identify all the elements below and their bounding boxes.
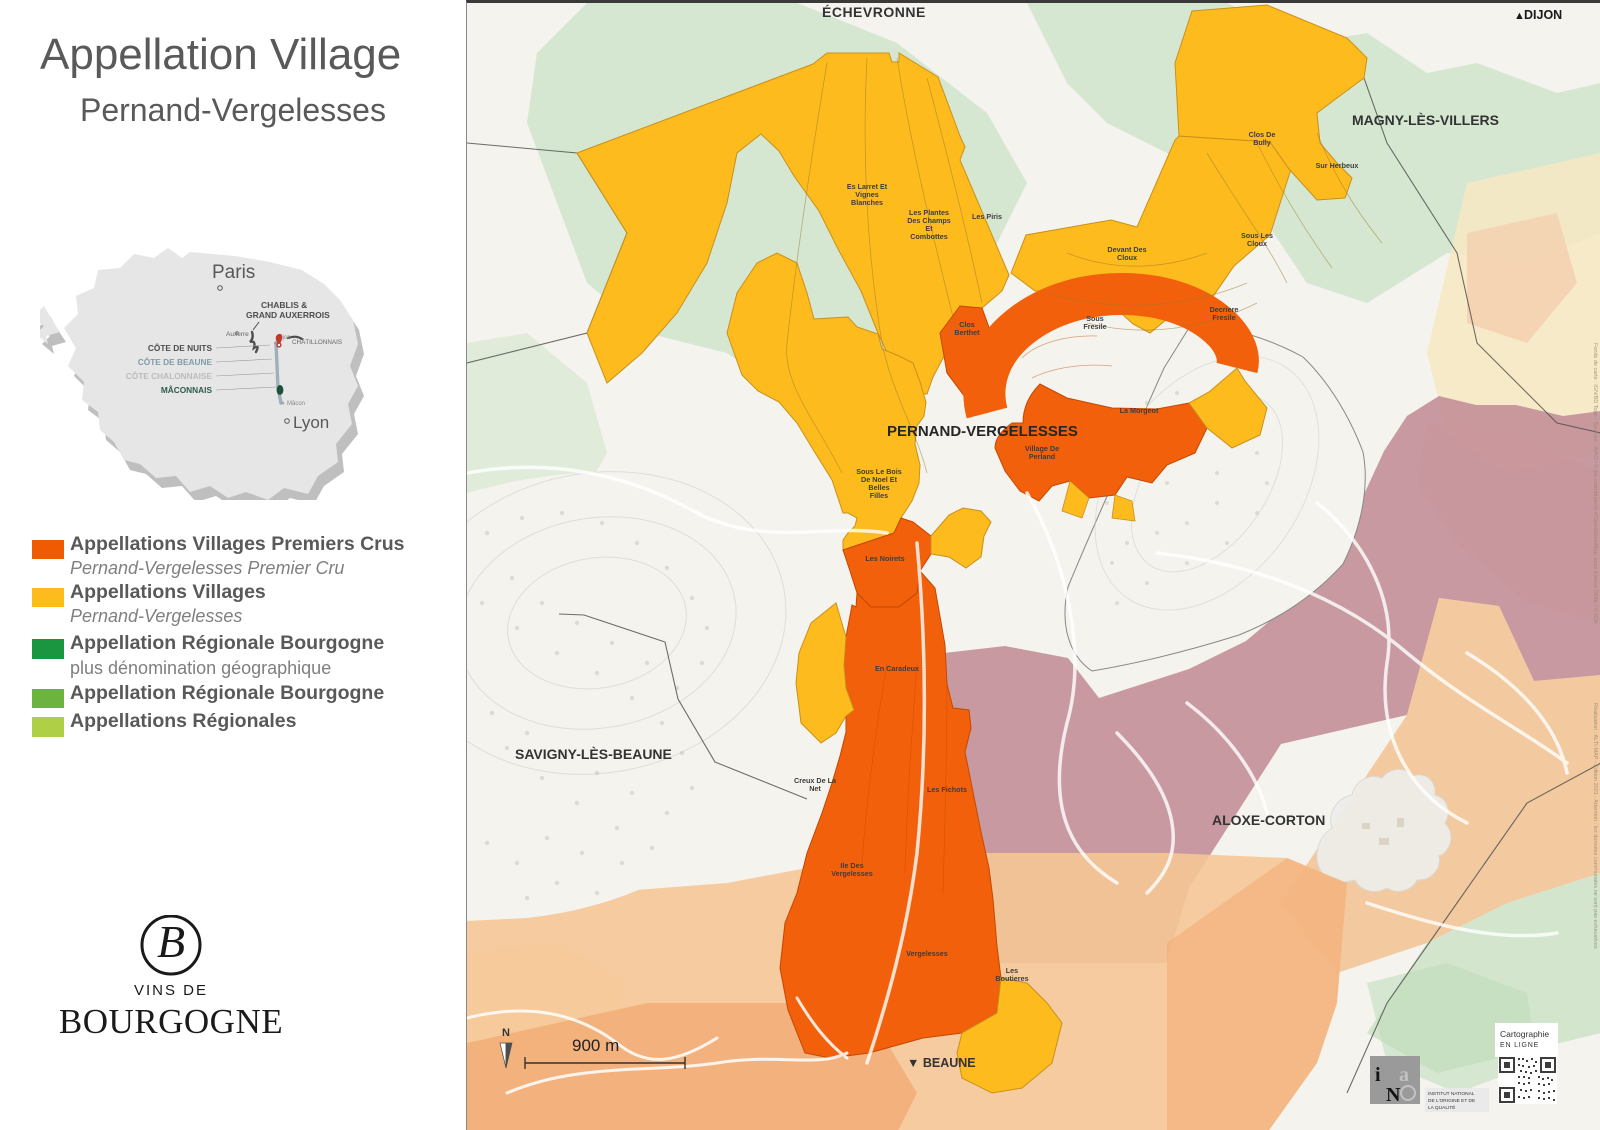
svg-text:▲: ▲ [1514,10,1525,22]
svg-text:900 m: 900 m [572,1036,619,1055]
svg-text:Vergelesses: Vergelesses [831,869,873,878]
svg-text:La Morgeot: La Morgeot [1120,406,1159,415]
svg-text:CÔTE DE BEAUNE: CÔTE DE BEAUNE [138,356,213,367]
svg-text:Boutieres: Boutieres [995,974,1028,983]
svg-text:CHÂTILLONNAIS: CHÂTILLONNAIS [292,337,342,346]
svg-text:MÂCONNAIS: MÂCONNAIS [161,384,213,395]
svg-text:DIJON: DIJON [1524,8,1562,22]
svg-text:Vergelesses: Vergelesses [906,949,948,958]
svg-text:ALOXE-CORTON: ALOXE-CORTON [1212,812,1325,828]
svg-text:B: B [157,916,185,967]
svg-text:Paris: Paris [212,262,255,283]
svg-text:i: i [1375,1064,1381,1086]
svg-text:Fresile: Fresile [1212,313,1235,322]
svg-text:N: N [1386,1084,1401,1106]
svg-text:Réalisation : ALTI-MAP - Editi: Réalisation : ALTI-MAP - Edition 2021 - … [1592,703,1598,949]
svg-text:a: a [1399,1064,1409,1086]
svg-text:INSTITUT NATIONAL: INSTITUT NATIONAL [1428,1091,1475,1097]
svg-text:Fresile: Fresile [1083,322,1106,331]
svg-text:Les Fichots: Les Fichots [927,785,967,794]
svg-text:Fonds de carte : IGN/BD Topo -: Fonds de carte : IGN/BD Topo - Sources :… [1592,343,1599,624]
svg-text:Bully: Bully [1253,138,1271,147]
svg-text:Combottes: Combottes [910,232,948,241]
svg-text:▼ BEAUNE: ▼ BEAUNE [907,1056,976,1070]
svg-text:ÉCHEVRONNE: ÉCHEVRONNE [822,4,926,20]
svg-text:EN LIGNE: EN LIGNE [1500,1042,1539,1049]
svg-text:CÔTE CHALONNAISE: CÔTE CHALONNAISE [126,370,213,381]
svg-text:Net: Net [809,784,821,793]
svg-text:Berthet: Berthet [954,328,980,337]
svg-text:Les Noirets: Les Noirets [865,554,904,563]
svg-text:Cloux: Cloux [1247,239,1267,248]
svg-text:Cloux: Cloux [1117,253,1137,262]
svg-text:MAGNY-LÈS-VILLERS: MAGNY-LÈS-VILLERS [1352,112,1499,128]
svg-text:BOURGOGNE: BOURGOGNE [60,1002,283,1041]
svg-text:VINS DE: VINS DE [134,982,208,999]
svg-text:SAVIGNY-LÈS-BEAUNE: SAVIGNY-LÈS-BEAUNE [515,746,672,762]
svg-text:DE L'ORIGINE ET DE: DE L'ORIGINE ET DE [1428,1098,1475,1104]
svg-text:Sur Herbeux: Sur Herbeux [1316,161,1359,170]
svg-text:Perland: Perland [1029,452,1055,461]
svg-text:Les Piris: Les Piris [972,212,1002,221]
svg-text:PERNAND-VERGELESSES: PERNAND-VERGELESSES [887,423,1078,440]
svg-text:Cartographie: Cartographie [1500,1029,1549,1039]
svg-text:CHABLIS &: CHABLIS & [261,300,307,310]
svg-text:LA QUALITÉ: LA QUALITÉ [1428,1104,1455,1111]
svg-text:N: N [502,1027,510,1039]
svg-text:Lyon: Lyon [293,413,329,432]
svg-text:En Caradeux: En Caradeux [875,664,919,673]
svg-text:GRAND AUXERROIS: GRAND AUXERROIS [246,310,330,320]
svg-text:Filles: Filles [870,491,888,500]
svg-text:CÔTE DE NUITS: CÔTE DE NUITS [148,342,213,353]
svg-text:Blanches: Blanches [851,198,883,207]
svg-text:Mâcon: Mâcon [287,401,305,407]
